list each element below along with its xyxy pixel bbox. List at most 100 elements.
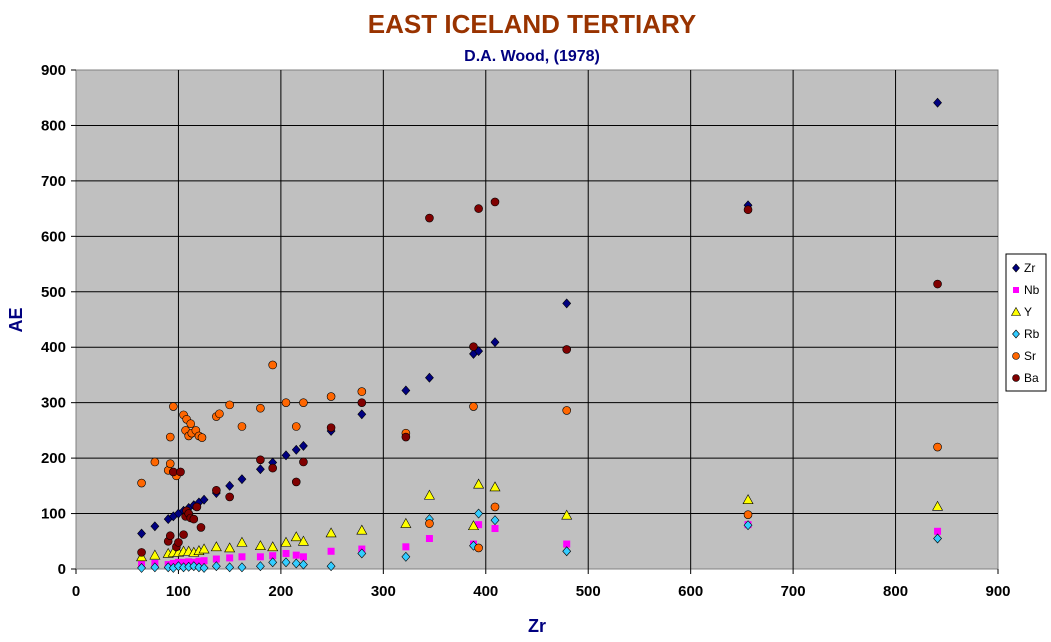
legend-marker-rb bbox=[1012, 329, 1020, 339]
data-point-nb bbox=[934, 527, 942, 535]
data-point-nb bbox=[402, 543, 410, 551]
data-point-nb bbox=[327, 547, 335, 555]
grid bbox=[76, 70, 998, 569]
y-tick-label: 300 bbox=[41, 395, 66, 412]
data-point-ba bbox=[401, 432, 411, 442]
data-point-rb bbox=[401, 551, 411, 562]
data-point-rb bbox=[743, 520, 753, 531]
data-point-nb bbox=[292, 551, 300, 559]
data-point-nb bbox=[282, 549, 290, 557]
series-rb bbox=[137, 508, 942, 573]
data-point-sr bbox=[256, 403, 265, 413]
legend-label-zr: Zr bbox=[1024, 261, 1035, 275]
data-point-zr bbox=[255, 464, 265, 475]
data-point-rb bbox=[490, 515, 500, 526]
data-point-zr bbox=[425, 372, 434, 383]
data-point-y bbox=[467, 520, 479, 531]
data-point-rb bbox=[474, 508, 484, 519]
data-point-y bbox=[210, 541, 222, 552]
data-point-nb bbox=[185, 558, 193, 566]
data-point-nb bbox=[180, 558, 188, 566]
data-point-y bbox=[297, 535, 309, 546]
data-point-sr bbox=[225, 400, 234, 410]
data-point-ba bbox=[212, 485, 221, 495]
y-axis-label: AE bbox=[6, 307, 26, 332]
data-point-y bbox=[561, 509, 573, 520]
data-point-y bbox=[290, 531, 302, 542]
chart-subtitle: D.A. Wood, (1978) bbox=[464, 48, 600, 65]
data-point-ba bbox=[425, 213, 434, 223]
data-point-zr bbox=[357, 409, 367, 420]
data-point-y bbox=[742, 494, 754, 504]
data-point-sr bbox=[562, 406, 572, 415]
data-point-sr bbox=[490, 502, 500, 512]
x-tick-label: 100 bbox=[166, 583, 191, 600]
data-point-zr bbox=[490, 337, 500, 348]
legend-label-nb: Nb bbox=[1024, 283, 1040, 297]
data-point-y bbox=[149, 549, 161, 560]
x-tick-label: 900 bbox=[985, 583, 1010, 600]
data-point-rb bbox=[268, 557, 278, 568]
data-point-ba bbox=[169, 467, 178, 477]
data-point-sr bbox=[169, 402, 178, 411]
data-point-ba bbox=[165, 531, 175, 541]
data-point-y bbox=[356, 524, 368, 535]
legend-label-ba: Ba bbox=[1024, 371, 1039, 385]
x-tick-label: 600 bbox=[678, 583, 703, 600]
data-point-nb bbox=[299, 553, 307, 561]
data-point-sr bbox=[743, 510, 753, 519]
y-axis: 0 100 200 300 400 500 600 700 800 900 bbox=[41, 62, 76, 578]
data-point-sr bbox=[425, 519, 434, 528]
data-point-y bbox=[280, 536, 292, 547]
data-point-zr bbox=[933, 97, 942, 108]
data-point-ba bbox=[196, 523, 206, 532]
data-point-ba bbox=[291, 477, 301, 487]
legend-label-rb: Rb bbox=[1024, 327, 1040, 341]
data-point-sr bbox=[137, 478, 146, 488]
data-point-nb bbox=[563, 540, 571, 548]
legend: Zr Nb Y Rb Sr Ba bbox=[1005, 253, 1047, 392]
data-point-ba bbox=[256, 455, 265, 465]
y-tick-label: 600 bbox=[41, 228, 66, 245]
data-point-sr bbox=[933, 442, 942, 452]
data-point-sr bbox=[357, 387, 367, 396]
data-point-nb bbox=[195, 557, 203, 565]
data-point-ba bbox=[743, 205, 753, 215]
x-tick-label: 200 bbox=[268, 583, 293, 600]
data-point-sr bbox=[268, 360, 277, 370]
data-point-ba bbox=[268, 463, 277, 473]
x-axis-label: Zr bbox=[528, 616, 546, 636]
data-point-sr bbox=[326, 392, 336, 401]
data-points bbox=[136, 97, 944, 573]
data-point-y bbox=[254, 540, 266, 551]
data-point-ba bbox=[189, 514, 199, 524]
data-point-y bbox=[198, 543, 210, 554]
data-point-ba bbox=[562, 345, 572, 354]
data-point-ba bbox=[192, 502, 202, 512]
series-ba bbox=[137, 197, 942, 557]
data-point-rb bbox=[137, 562, 146, 573]
data-point-nb bbox=[212, 555, 220, 563]
data-point-rb bbox=[211, 561, 221, 572]
data-point-nb bbox=[256, 553, 264, 561]
data-point-nb bbox=[269, 552, 277, 560]
legend-label-sr: Sr bbox=[1024, 349, 1036, 363]
x-tick-label: 400 bbox=[473, 583, 498, 600]
data-point-y bbox=[236, 536, 248, 547]
data-point-y bbox=[932, 500, 944, 511]
data-point-zr bbox=[225, 480, 235, 491]
data-point-rb bbox=[357, 548, 367, 559]
chart-title: EAST ICELAND TERTIARY bbox=[368, 9, 696, 39]
data-point-ba bbox=[490, 197, 500, 207]
legend-marker-nb bbox=[1013, 287, 1019, 293]
data-point-zr bbox=[137, 528, 146, 539]
x-axis: 0 100 200 300 400 500 600 700 800 900 bbox=[72, 569, 1011, 600]
data-point-ba bbox=[933, 279, 942, 289]
data-point-rb bbox=[291, 558, 301, 569]
data-point-sr bbox=[186, 419, 196, 429]
data-point-nb bbox=[425, 535, 433, 543]
data-point-sr bbox=[469, 402, 478, 411]
data-point-rb bbox=[199, 562, 209, 573]
data-point-rb bbox=[237, 562, 247, 573]
data-point-sr bbox=[474, 543, 483, 553]
